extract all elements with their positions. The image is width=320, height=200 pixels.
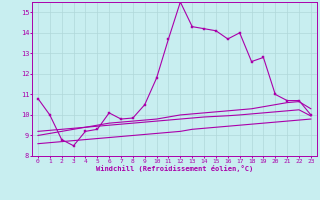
X-axis label: Windchill (Refroidissement éolien,°C): Windchill (Refroidissement éolien,°C) xyxy=(96,165,253,172)
